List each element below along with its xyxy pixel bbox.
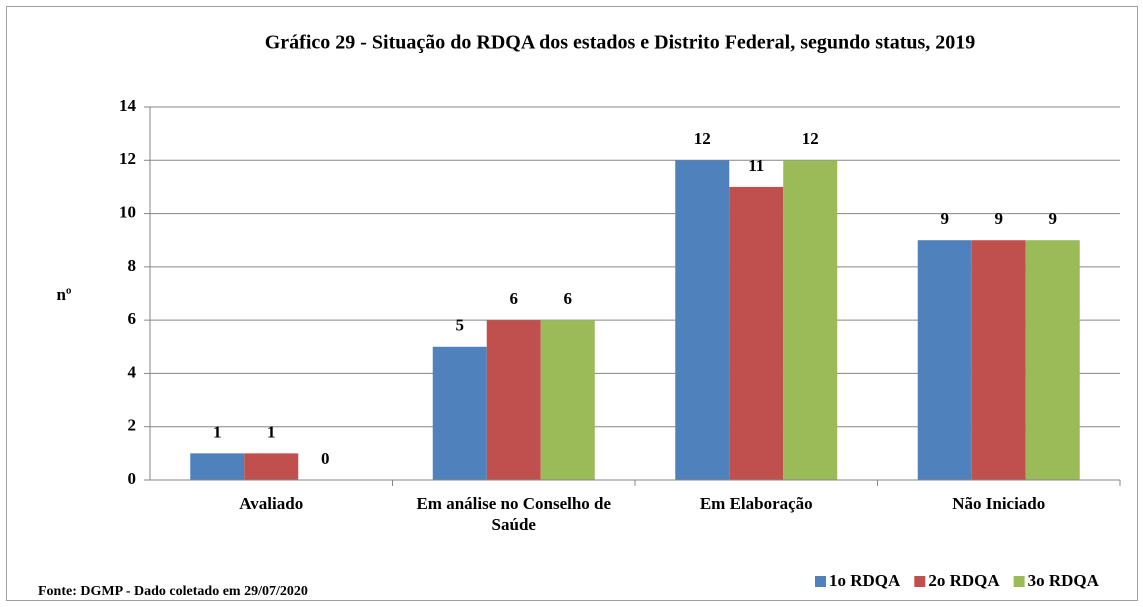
- data-label: 9: [995, 209, 1004, 228]
- bar: [783, 160, 838, 481]
- bar: [540, 320, 595, 480]
- bar: [729, 186, 784, 480]
- y-tick-label: 2: [128, 416, 137, 435]
- legend-swatch: [1013, 576, 1025, 587]
- x-tick-label: Em Elaboração: [699, 494, 813, 513]
- y-tick-label: 14: [119, 96, 137, 115]
- data-label: 12: [802, 129, 819, 148]
- data-label: 9: [941, 209, 950, 228]
- bar: [675, 160, 730, 481]
- x-tick-label: Em análise no Conselho de Saúde: [416, 494, 612, 534]
- data-label: 0: [321, 449, 330, 468]
- data-label: 11: [748, 156, 764, 175]
- x-tick-label: Avaliado: [239, 494, 304, 513]
- bar: [486, 320, 541, 480]
- data-label: 9: [1049, 209, 1058, 228]
- bar: [432, 346, 487, 480]
- y-tick-label: 6: [128, 309, 137, 328]
- legend-label: 1o RDQA: [829, 571, 901, 590]
- x-tick-label: Não Iniciado: [952, 494, 1046, 513]
- chart-border: [6, 6, 1138, 601]
- bar: [917, 240, 972, 480]
- y-tick-label: 0: [128, 469, 137, 488]
- legend-label: 3o RDQA: [1028, 571, 1100, 590]
- chart-title: Gráfico 29 - Situação do RDQA dos estado…: [265, 32, 976, 54]
- data-label: 1: [213, 422, 222, 441]
- data-label: 12: [694, 129, 711, 148]
- bar: [1025, 240, 1080, 480]
- data-label: 6: [510, 289, 519, 308]
- bar: [190, 453, 245, 480]
- data-label: 5: [456, 316, 465, 335]
- data-label: 1: [267, 422, 276, 441]
- y-tick-label: 10: [119, 202, 136, 221]
- y-tick-label: 8: [128, 256, 137, 275]
- y-tick-label: 12: [119, 149, 136, 168]
- legend-swatch: [914, 576, 926, 587]
- source-note: Fonte: DGMP - Dado coletado em 29/07/202…: [38, 584, 308, 599]
- data-label: 6: [564, 289, 573, 308]
- legend-swatch: [815, 576, 826, 587]
- legend-label: 2o RDQA: [928, 571, 1000, 590]
- bar: [244, 453, 299, 480]
- y-axis-label: nº: [56, 285, 71, 304]
- bar: [971, 240, 1026, 480]
- y-tick-label: 4: [128, 362, 137, 381]
